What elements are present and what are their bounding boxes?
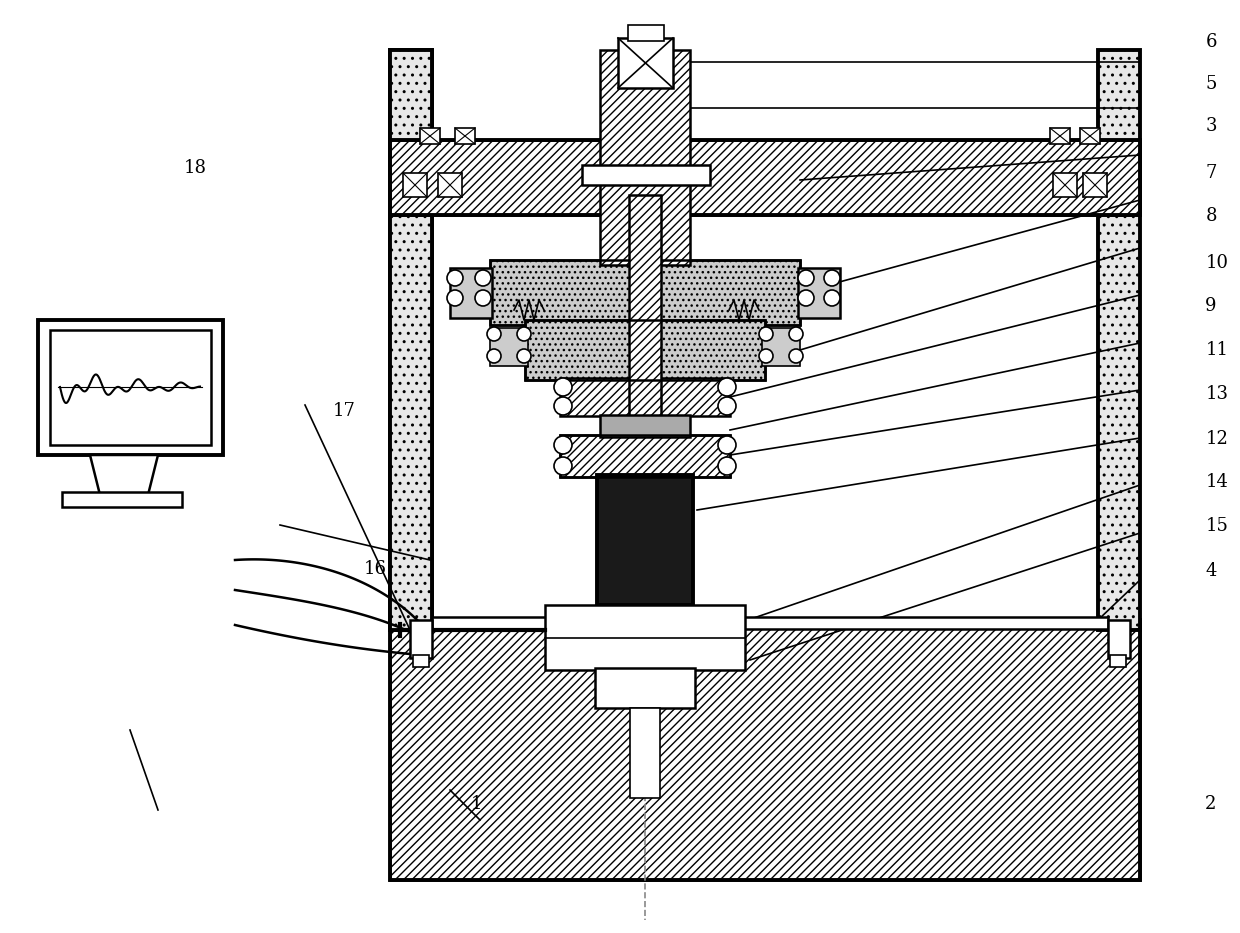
Bar <box>627 25 663 41</box>
Circle shape <box>825 270 839 286</box>
Bar <box>629 195 661 425</box>
Bar <box>438 173 463 197</box>
Text: 16: 16 <box>363 560 387 578</box>
Bar <box>1050 128 1070 144</box>
Circle shape <box>475 270 491 286</box>
Bar <box>62 492 182 507</box>
Text: 3: 3 <box>1205 117 1216 135</box>
Bar <box>391 50 432 630</box>
Circle shape <box>718 436 737 454</box>
Bar <box>560 435 730 477</box>
Text: 15: 15 <box>1205 517 1228 536</box>
Bar <box>420 128 440 144</box>
Circle shape <box>789 327 804 341</box>
Circle shape <box>799 270 813 286</box>
Text: 13: 13 <box>1205 384 1229 403</box>
Text: 8: 8 <box>1205 207 1216 226</box>
Bar <box>1080 128 1100 144</box>
Bar <box>595 668 694 708</box>
Bar <box>763 328 800 366</box>
Text: 7: 7 <box>1205 163 1216 182</box>
Text: 11: 11 <box>1205 341 1229 359</box>
Bar <box>403 173 427 197</box>
Bar <box>490 328 528 366</box>
Bar <box>600 50 689 265</box>
Bar <box>600 415 689 437</box>
Circle shape <box>554 457 572 475</box>
Circle shape <box>487 327 501 341</box>
Circle shape <box>789 349 804 363</box>
Bar <box>50 330 211 445</box>
Text: 9: 9 <box>1205 297 1216 315</box>
Bar <box>525 320 765 380</box>
Text: 1: 1 <box>471 795 482 814</box>
Circle shape <box>799 290 813 306</box>
Circle shape <box>718 397 737 415</box>
Circle shape <box>487 349 501 363</box>
Bar <box>1083 173 1107 197</box>
Circle shape <box>554 397 572 415</box>
Bar <box>596 475 693 605</box>
Circle shape <box>759 349 773 363</box>
Circle shape <box>475 290 491 306</box>
Bar <box>1110 655 1126 667</box>
Bar <box>560 435 730 477</box>
Circle shape <box>517 349 531 363</box>
Bar <box>38 320 223 455</box>
Bar <box>410 620 432 658</box>
Bar <box>525 320 765 380</box>
Bar <box>546 605 745 670</box>
Bar <box>391 620 1140 880</box>
Bar <box>391 620 1140 880</box>
Circle shape <box>446 290 463 306</box>
Circle shape <box>759 327 773 341</box>
Circle shape <box>718 457 737 475</box>
Bar <box>391 140 1140 215</box>
Circle shape <box>554 436 572 454</box>
Text: 5: 5 <box>1205 75 1216 93</box>
Text: 17: 17 <box>332 401 355 420</box>
Circle shape <box>825 290 839 306</box>
Bar <box>630 708 660 798</box>
Text: 4: 4 <box>1205 562 1216 580</box>
Bar <box>582 165 711 185</box>
Text: 12: 12 <box>1205 429 1228 448</box>
Text: 2: 2 <box>1205 795 1216 814</box>
Bar <box>450 268 492 318</box>
Text: 6: 6 <box>1205 33 1216 51</box>
Bar <box>618 38 673 88</box>
Text: 10: 10 <box>1205 254 1229 272</box>
Circle shape <box>554 378 572 396</box>
Circle shape <box>718 378 737 396</box>
Polygon shape <box>91 455 157 495</box>
Text: 14: 14 <box>1205 473 1228 492</box>
Bar <box>799 268 839 318</box>
Bar <box>490 260 800 325</box>
Bar <box>413 655 429 667</box>
Circle shape <box>517 327 531 341</box>
Bar <box>391 50 432 630</box>
Bar <box>432 617 1109 629</box>
Bar <box>1097 50 1140 630</box>
Bar <box>455 128 475 144</box>
Bar <box>490 260 800 325</box>
Bar <box>391 140 1140 215</box>
Text: 18: 18 <box>184 159 207 177</box>
Circle shape <box>446 270 463 286</box>
Bar <box>560 378 730 416</box>
Bar <box>1109 620 1130 658</box>
Bar <box>1053 173 1078 197</box>
